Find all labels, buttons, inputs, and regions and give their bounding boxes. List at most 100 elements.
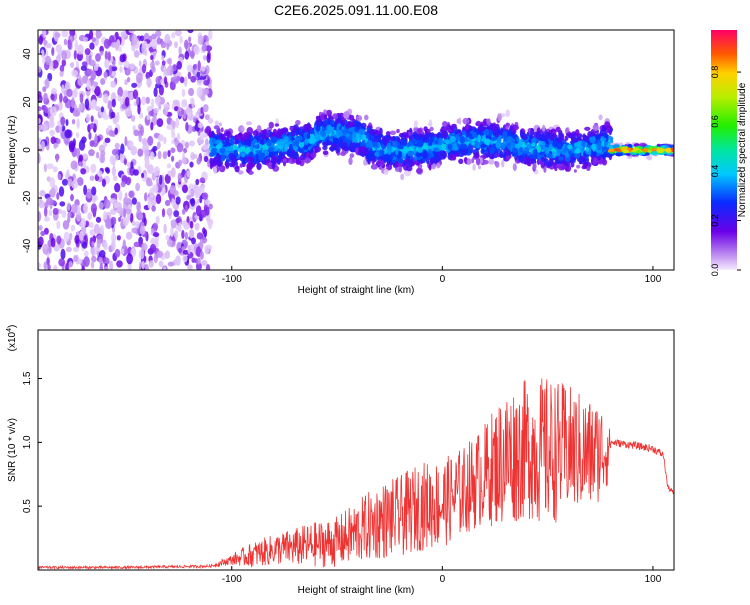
heatmap-cell	[114, 248, 121, 258]
heatmap-cell	[297, 130, 301, 136]
heatmap-cell	[184, 204, 189, 213]
heatmap-cell	[58, 258, 66, 267]
heatmap-cell	[76, 177, 84, 186]
heatmap-cell	[275, 133, 282, 139]
heatmap-cell	[103, 113, 109, 120]
heatmap-cell	[128, 30, 136, 34]
heatmap-cell	[144, 192, 148, 202]
heatmap-cell	[122, 208, 127, 219]
heatmap-cell	[86, 79, 91, 91]
heatmap-cell	[390, 136, 394, 142]
heatmap-cell	[199, 239, 204, 250]
heatmap-cell	[181, 220, 188, 227]
heatmap-cell	[145, 97, 151, 104]
heatmap-cell	[252, 130, 259, 136]
heatmap-cell	[38, 211, 42, 222]
colorbar: 0.0 0.2 0.4 0.6 0.8 Normalized spectral ampl…	[710, 30, 748, 276]
heatmap-cell	[103, 38, 111, 49]
heatmap-cell	[188, 36, 192, 43]
heatmap-cell	[128, 190, 134, 198]
heatmap-cell	[332, 113, 339, 120]
heatmap-cell	[208, 220, 213, 230]
heatmap-cell	[53, 244, 60, 252]
heatmap-cell	[656, 143, 661, 147]
heatmap-cell	[372, 141, 378, 147]
heatmap-cell	[193, 45, 200, 55]
heatmap-cell	[155, 76, 162, 85]
heatmap-cell	[512, 163, 517, 172]
heatmap-cell	[38, 152, 41, 164]
heatmap-cell	[225, 164, 229, 169]
heatmap-cell	[125, 231, 133, 240]
heatmap-cell	[103, 199, 111, 209]
heatmap-cell	[362, 134, 367, 140]
heatmap-cell	[558, 132, 565, 139]
heatmap-cell	[219, 141, 223, 149]
heatmap-cell	[584, 136, 589, 142]
heatmap-cell	[205, 264, 211, 270]
heatmap-cell	[90, 115, 94, 123]
heatmap-cell	[433, 147, 440, 152]
heatmap-cell	[153, 112, 157, 119]
heatmap-cell	[89, 42, 95, 50]
x-tick-label: 100	[645, 274, 662, 285]
heatmap-cell	[237, 170, 244, 175]
heatmap-cell	[89, 140, 95, 147]
heatmap-cell	[196, 71, 201, 78]
heatmap-cell	[147, 198, 152, 210]
heatmap-cell	[573, 169, 577, 173]
heatmap-cell	[199, 251, 204, 260]
heatmap-cell	[102, 257, 110, 266]
heatmap-cell	[67, 216, 71, 224]
heatmap-cell	[77, 77, 84, 86]
heatmap-cell	[137, 148, 144, 157]
heatmap-cell	[303, 144, 309, 151]
heatmap-cell	[155, 83, 162, 89]
heatmap-cell	[202, 192, 209, 200]
heatmap-cell	[586, 165, 591, 171]
heatmap-cell	[459, 136, 466, 144]
heatmap-cell	[622, 149, 630, 154]
heatmap-cell	[156, 141, 161, 149]
heatmap-cell	[197, 257, 201, 265]
heatmap-cell	[95, 31, 103, 38]
heatmap-cell	[604, 141, 609, 146]
heatmap-cell	[366, 127, 371, 132]
heatmap-cell	[150, 54, 154, 61]
heatmap-cell	[89, 59, 96, 67]
heatmap-cell	[194, 258, 198, 264]
heatmap-cell	[494, 130, 500, 138]
heatmap-cell	[66, 169, 70, 178]
heatmap-cell	[91, 84, 95, 93]
heatmap-cell	[257, 151, 262, 156]
heatmap-cell	[383, 169, 389, 175]
heatmap-cell	[75, 132, 80, 138]
heatmap-cell	[162, 151, 168, 160]
colorbar-label: Normalized spectral amplitude	[737, 82, 748, 217]
heatmap-cell	[477, 134, 481, 143]
heatmap-cell	[135, 182, 141, 192]
heatmap-cell	[204, 199, 211, 205]
heatmap-cell	[428, 163, 432, 171]
heatmap-cell	[175, 196, 181, 205]
heatmap-cell	[90, 203, 97, 214]
heatmap-cell	[489, 146, 496, 154]
heatmap-cell	[530, 128, 535, 136]
heatmap-cell	[183, 76, 188, 87]
heatmap-cell	[267, 162, 273, 168]
heatmap-cell	[38, 225, 43, 231]
x-tick-label: 0	[440, 274, 446, 285]
heatmap-cell	[56, 138, 61, 145]
heatmap-cell	[669, 144, 674, 148]
snr-series-line	[38, 378, 674, 570]
heatmap-cell	[402, 146, 409, 154]
heatmap-cell	[211, 138, 216, 144]
heatmap-cell	[169, 185, 177, 195]
heatmap-cell	[40, 230, 46, 237]
heatmap-cell	[116, 235, 121, 241]
heatmap-cell	[141, 260, 145, 270]
heatmap-cell	[112, 175, 118, 182]
heatmap-cell	[184, 231, 189, 240]
heatmap-cell	[55, 44, 63, 53]
heatmap-cell	[348, 157, 353, 166]
